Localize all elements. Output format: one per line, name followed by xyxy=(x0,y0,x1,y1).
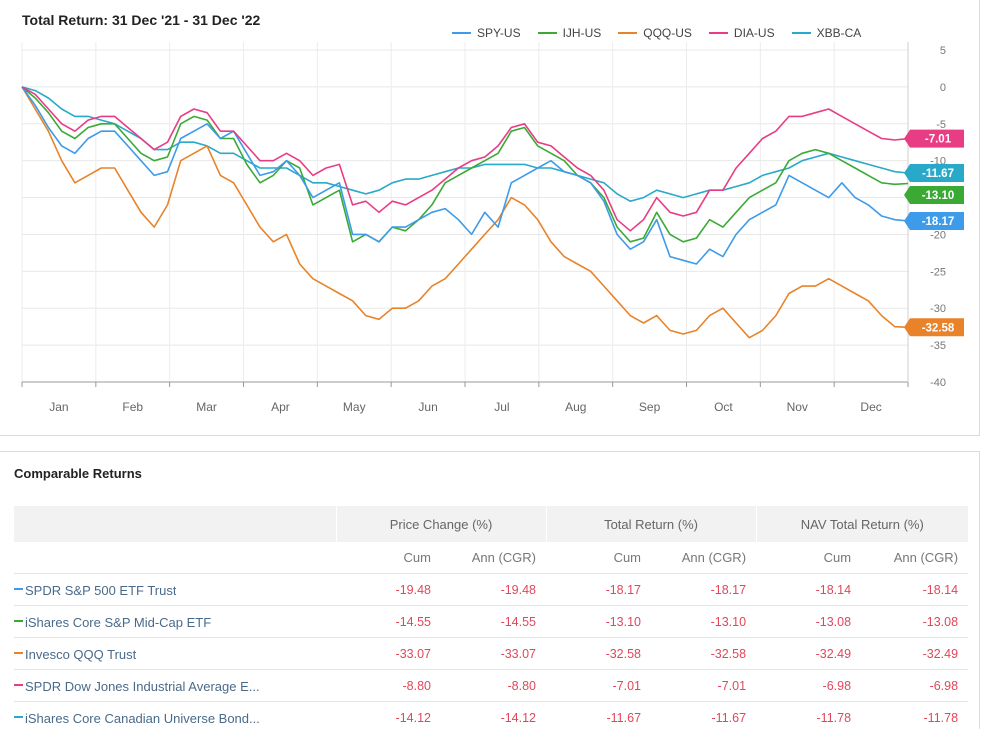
y-tick-label: -35 xyxy=(930,340,946,352)
sub-header-ann: Ann (CGR) xyxy=(441,542,546,574)
series-color-dash xyxy=(14,716,23,718)
return-value-cell: -18.17 xyxy=(651,574,756,606)
returns-table: Price Change (%) Total Return (%) NAV To… xyxy=(14,506,968,733)
sub-header-cum: Cum xyxy=(336,542,441,574)
return-value-cell: -18.17 xyxy=(546,574,651,606)
return-value-cell: -11.67 xyxy=(651,702,756,733)
y-tick-label: 0 xyxy=(940,82,946,94)
return-value-cell: -7.01 xyxy=(546,670,651,702)
fund-name-cell[interactable]: iShares Core S&P Mid-Cap ETF xyxy=(14,606,336,638)
fund-name-cell[interactable]: iShares Core Canadian Universe Bond... xyxy=(14,702,336,733)
y-tick-label: -25 xyxy=(930,266,946,278)
return-value-cell: -13.10 xyxy=(651,606,756,638)
sub-header-row: Cum Ann (CGR) Cum Ann (CGR) Cum Ann (CGR… xyxy=(14,542,968,574)
table-row[interactable]: SPDR Dow Jones Industrial Average E... -8… xyxy=(14,670,968,702)
end-value-label: -11.67 xyxy=(922,168,954,180)
y-tick-label: 5 xyxy=(940,45,946,57)
group-header-row: Price Change (%) Total Return (%) NAV To… xyxy=(14,506,968,542)
return-value-cell: -13.08 xyxy=(756,606,861,638)
x-tick-label: Dec xyxy=(860,400,881,414)
fund-name[interactable]: iShares Core Canadian Universe Bond... xyxy=(25,711,260,726)
table-row[interactable]: iShares Core Canadian Universe Bond... -1… xyxy=(14,702,968,733)
fund-name[interactable]: SPDR Dow Jones Industrial Average E... xyxy=(25,679,260,694)
y-tick-label: -5 xyxy=(936,119,946,131)
table-row[interactable]: iShares Core S&P Mid-Cap ETF -14.55-14.55… xyxy=(14,606,968,638)
x-tick-label: Aug xyxy=(565,400,586,414)
x-tick-label: Jun xyxy=(418,400,437,414)
y-tick-label: -30 xyxy=(930,303,946,315)
fund-name[interactable]: Invesco QQQ Trust xyxy=(25,647,136,662)
return-value-cell: -13.08 xyxy=(861,606,968,638)
return-value-cell: -32.58 xyxy=(651,638,756,670)
sub-header-ann: Ann (CGR) xyxy=(651,542,756,574)
x-tick-label: Oct xyxy=(714,400,733,414)
return-value-cell: -6.98 xyxy=(861,670,968,702)
return-value-cell: -33.07 xyxy=(336,638,441,670)
return-value-cell: -14.55 xyxy=(441,606,546,638)
x-tick-label: May xyxy=(343,400,366,414)
return-value-cell: -18.14 xyxy=(756,574,861,606)
y-tick-label: -20 xyxy=(930,229,946,241)
end-value-label: -18.17 xyxy=(922,216,955,228)
x-tick-label: Sep xyxy=(639,400,661,414)
return-value-cell: -33.07 xyxy=(441,638,546,670)
series-color-dash xyxy=(14,652,23,654)
line-chart: 50-5-10-15-20-25-30-35-40JanFebMarAprMay… xyxy=(0,0,980,436)
sub-header-cum: Cum xyxy=(756,542,861,574)
fund-name[interactable]: SPDR S&P 500 ETF Trust xyxy=(25,583,176,598)
return-value-cell: -8.80 xyxy=(336,670,441,702)
return-value-cell: -32.58 xyxy=(546,638,651,670)
return-value-cell: -14.12 xyxy=(441,702,546,733)
return-value-cell: -14.12 xyxy=(336,702,441,733)
x-tick-label: Apr xyxy=(271,400,290,414)
x-tick-label: Nov xyxy=(787,400,808,414)
return-value-cell: -19.48 xyxy=(336,574,441,606)
fund-name-cell[interactable]: SPDR S&P 500 ETF Trust xyxy=(14,574,336,606)
x-tick-label: Feb xyxy=(122,400,143,414)
return-value-cell: -32.49 xyxy=(756,638,861,670)
return-value-cell: -13.10 xyxy=(546,606,651,638)
x-tick-label: Jan xyxy=(49,400,68,414)
fund-name-cell[interactable]: SPDR Dow Jones Industrial Average E... xyxy=(14,670,336,702)
end-value-label: -7.01 xyxy=(925,134,952,146)
return-value-cell: -7.01 xyxy=(651,670,756,702)
return-value-cell: -11.78 xyxy=(756,702,861,733)
return-value-cell: -11.67 xyxy=(546,702,651,733)
sub-header-cum: Cum xyxy=(546,542,651,574)
fund-name[interactable]: iShares Core S&P Mid-Cap ETF xyxy=(25,615,211,630)
comparable-returns-card: Comparable Returns Price Change (%) Tota… xyxy=(0,451,980,729)
return-value-cell: -6.98 xyxy=(756,670,861,702)
series-color-dash xyxy=(14,588,23,590)
y-tick-label: -40 xyxy=(930,377,946,389)
sub-header-blank xyxy=(14,542,336,574)
header-blank xyxy=(14,506,336,542)
return-value-cell: -18.14 xyxy=(861,574,968,606)
return-value-cell: -11.78 xyxy=(861,702,968,733)
return-value-cell: -14.55 xyxy=(336,606,441,638)
return-value-cell: -8.80 xyxy=(441,670,546,702)
x-tick-label: Mar xyxy=(196,400,217,414)
end-value-label: -32.58 xyxy=(922,322,955,334)
table-row[interactable]: Invesco QQQ Trust-33.07-33.07-32.58-32.5… xyxy=(14,638,968,670)
comparable-returns-title: Comparable Returns xyxy=(14,466,142,481)
end-value-label: -13.10 xyxy=(922,190,955,202)
group-header-price-change: Price Change (%) xyxy=(336,506,546,542)
x-tick-label: Jul xyxy=(494,400,509,414)
chart-card: Total Return: 31 Dec '21 - 31 Dec '22 SP… xyxy=(0,0,980,436)
series-color-dash xyxy=(14,684,23,686)
return-value-cell: -19.48 xyxy=(441,574,546,606)
group-header-nav-total-return: NAV Total Return (%) xyxy=(756,506,968,542)
return-value-cell: -32.49 xyxy=(861,638,968,670)
table-row[interactable]: SPDR S&P 500 ETF Trust-19.48-19.48-18.17… xyxy=(14,574,968,606)
sub-header-ann: Ann (CGR) xyxy=(861,542,968,574)
fund-name-cell[interactable]: Invesco QQQ Trust xyxy=(14,638,336,670)
group-header-total-return: Total Return (%) xyxy=(546,506,756,542)
series-color-dash xyxy=(14,620,23,622)
